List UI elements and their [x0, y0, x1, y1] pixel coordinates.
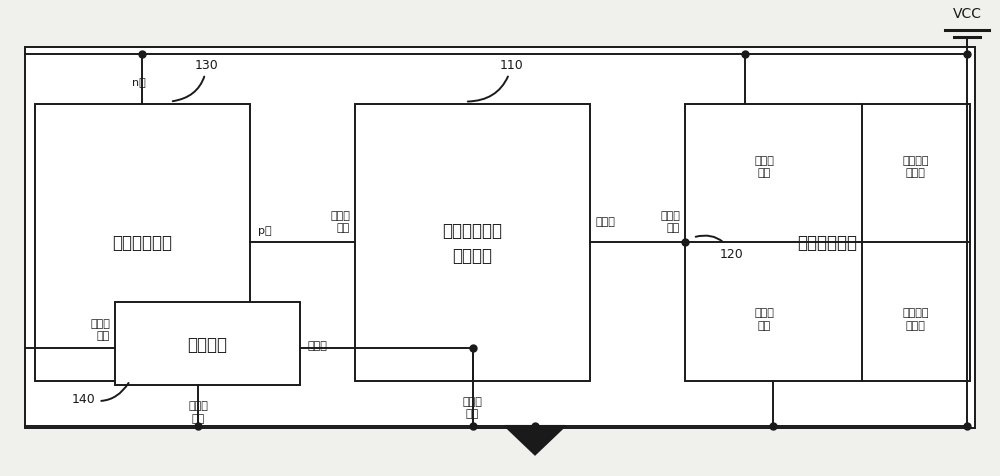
Bar [685, 105, 970, 381]
Bar [25, 48, 975, 428]
Text: 第一输
入端: 第一输 入端 [90, 318, 110, 340]
Bar [355, 105, 590, 381]
Text: 模数转换电路: 模数转换电路 [798, 234, 858, 252]
Polygon shape [505, 426, 565, 455]
Text: 输出端: 输出端 [595, 217, 615, 226]
Bar [35, 105, 250, 381]
Text: 130: 130 [173, 59, 219, 102]
Text: 输出端: 输出端 [308, 341, 328, 351]
Text: n端: n端 [132, 79, 146, 88]
Text: 电流电压转换
放大电路: 电流电压转换 放大电路 [442, 221, 503, 264]
Text: 120: 120 [696, 236, 744, 260]
Text: 第二输
入端: 第二输 入端 [463, 396, 482, 418]
Text: 第一输
入端: 第一输 入端 [188, 401, 208, 423]
Text: p端: p端 [258, 226, 272, 236]
Text: 第一输
入端: 第一输 入端 [660, 210, 680, 232]
Text: 偏置电路: 偏置电路 [188, 335, 228, 353]
Text: 第二电压
输入端: 第二电压 输入端 [903, 307, 929, 330]
Text: 第一电压
输入端: 第一电压 输入端 [903, 156, 929, 178]
Text: 光电转换电路: 光电转换电路 [113, 234, 173, 252]
Text: 110: 110 [468, 59, 524, 102]
Text: 第一输
入端: 第一输 入端 [330, 210, 350, 232]
Text: 第三输
入端: 第三输 入端 [755, 307, 774, 330]
Text: 140: 140 [72, 383, 129, 405]
Bar [115, 302, 300, 386]
Text: 第二输
入端: 第二输 入端 [755, 156, 774, 178]
Text: VCC: VCC [952, 7, 982, 21]
